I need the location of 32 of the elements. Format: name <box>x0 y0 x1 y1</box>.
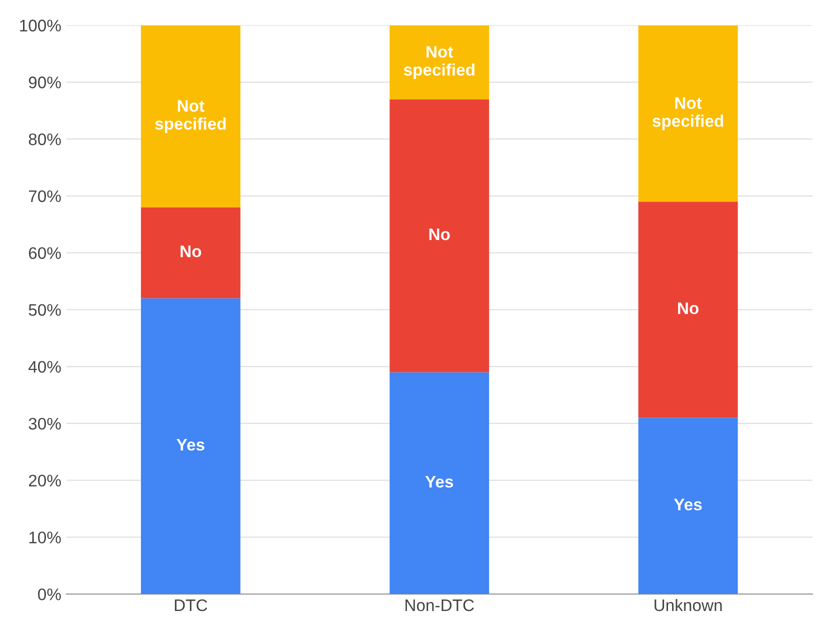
y-tick-label: 10% <box>29 532 61 544</box>
y-tick-label: 50% <box>28 304 61 316</box>
y-tick-label: 70% <box>28 190 61 202</box>
x-tick-label: DTC <box>174 599 208 612</box>
series-label: Not specified <box>652 97 724 130</box>
series-label: Yes <box>674 498 702 510</box>
bar <box>638 418 738 594</box>
y-tick-label: 0% <box>38 588 61 600</box>
y-tick-label: 20% <box>28 474 61 487</box>
text: Yes <box>425 476 454 488</box>
bar <box>140 25 240 208</box>
series-label: No <box>180 246 202 258</box>
x-tick-label: Non-DTC <box>406 599 474 612</box>
bar <box>390 372 490 594</box>
bar <box>140 207 240 298</box>
bar <box>390 25 490 100</box>
bar <box>390 99 490 372</box>
y-tick-label: 60% <box>28 247 61 260</box>
y-tick-label: 40% <box>28 360 61 373</box>
y-tick-label: 100% <box>20 20 61 32</box>
text: No <box>429 228 450 240</box>
bar <box>638 202 738 418</box>
text: Yes <box>176 439 204 451</box>
bar <box>638 25 738 202</box>
y-tick-label: 80% <box>28 133 61 146</box>
y-tick-label: 30% <box>28 418 61 430</box>
y-tick-label: 90% <box>28 76 61 88</box>
x-tick-label: Unknown <box>654 598 722 612</box>
text: No <box>678 302 699 314</box>
bar <box>140 298 240 594</box>
text: Not specified <box>155 100 226 134</box>
text: Not specified <box>404 46 474 79</box>
